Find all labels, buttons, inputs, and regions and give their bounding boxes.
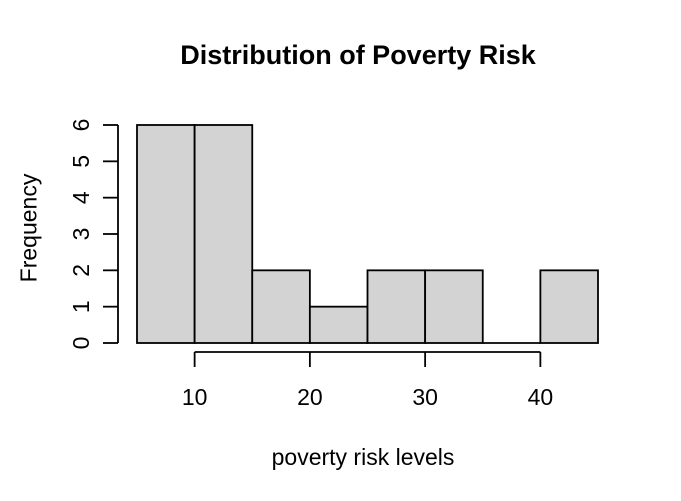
y-tick-label: 4	[68, 191, 94, 204]
histogram-bar	[136, 124, 196, 344]
y-tick-label: 2	[68, 264, 94, 277]
y-tick-label: 3	[68, 228, 94, 241]
histogram-bar	[193, 124, 254, 344]
histogram-bar	[366, 269, 427, 344]
histogram-bar	[539, 269, 599, 344]
y-tick-label: 6	[68, 119, 94, 132]
y-axis-title: Frequency	[15, 173, 42, 283]
y-tick-label: 0	[68, 337, 94, 350]
x-tick-label: 30	[412, 384, 438, 410]
y-tick-label: 5	[68, 155, 94, 168]
x-tick-label: 10	[182, 384, 208, 410]
chart-title: Distribution of Poverty Risk	[180, 40, 536, 70]
y-tick-label: 1	[68, 300, 94, 313]
histogram-bar	[308, 305, 369, 344]
x-tick-label: 40	[528, 384, 554, 410]
histogram-bar	[424, 269, 484, 344]
x-tick-label: 20	[297, 384, 323, 410]
x-axis-title: poverty risk levels	[271, 444, 455, 470]
histogram-bar	[251, 269, 311, 344]
